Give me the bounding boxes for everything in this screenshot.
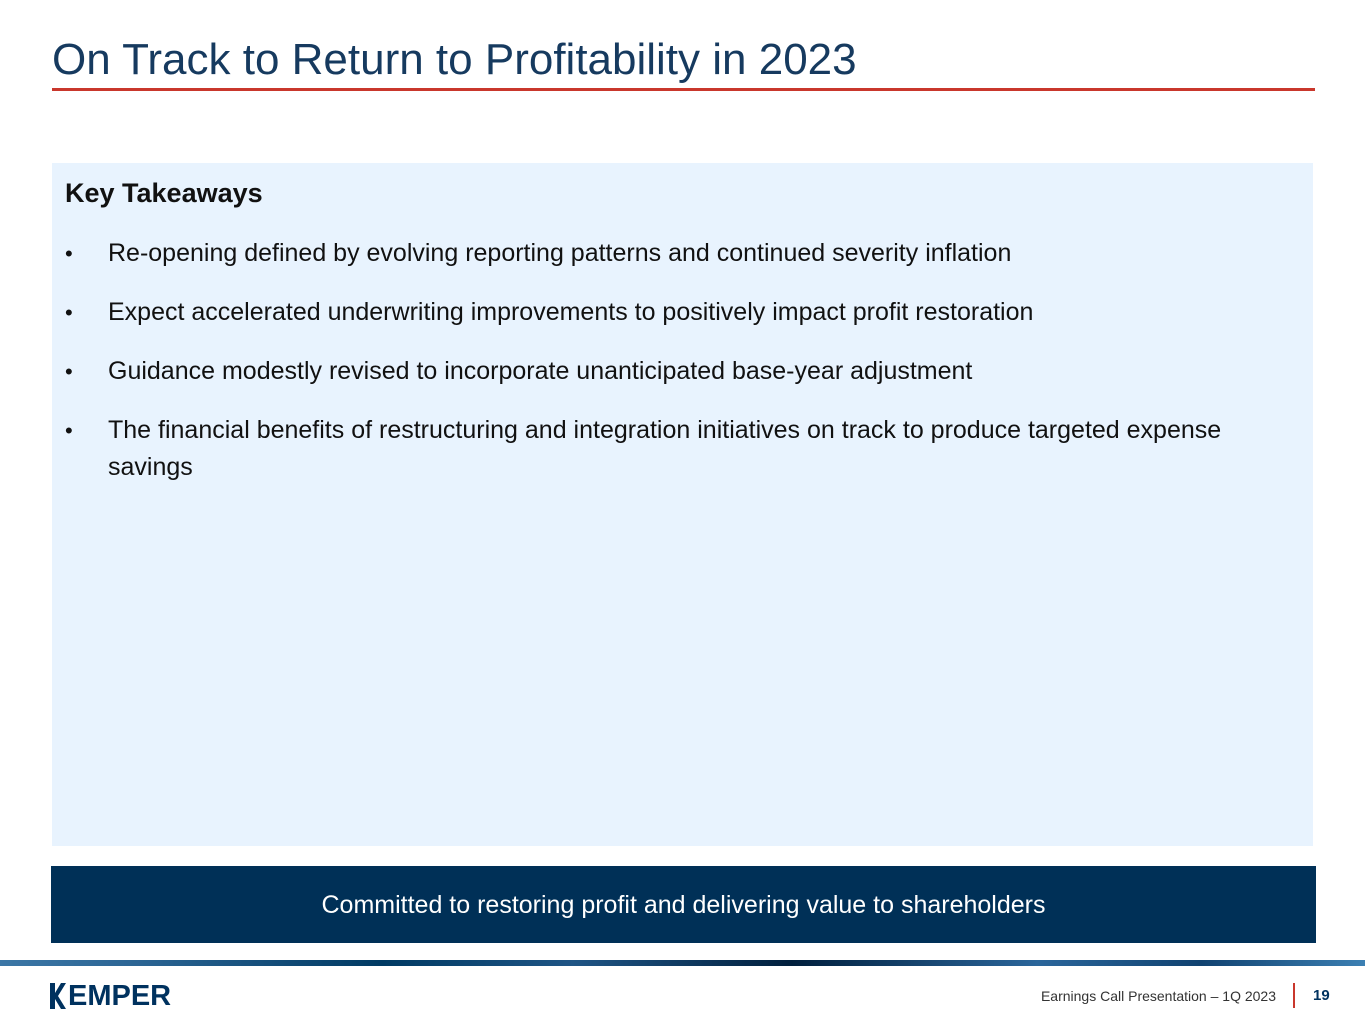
takeaway-item: • Re-opening defined by evolving reporti…	[65, 235, 1280, 272]
takeaway-text: Re-opening defined by evolving reporting…	[108, 239, 1012, 267]
slide-title: On Track to Return to Profitability in 2…	[52, 35, 857, 84]
bullet-icon: •	[65, 418, 73, 443]
kemper-k-mark-icon	[50, 983, 66, 1009]
bullet-icon: •	[65, 359, 73, 384]
key-takeaways-heading: Key Takeaways	[65, 178, 263, 208]
footer-caption: Earnings Call Presentation – 1Q 2023	[1040, 988, 1276, 1004]
footer-divider	[1293, 983, 1295, 1008]
logo-wordmark: EMPER	[68, 980, 172, 1012]
takeaway-item: • Expect accelerated underwriting improv…	[65, 294, 1280, 331]
takeaway-item: • Guidance modestly revised to incorpora…	[65, 353, 1280, 390]
takeaway-text: Guidance modestly revised to incorporate…	[108, 357, 973, 385]
bullet-icon: •	[65, 300, 73, 325]
takeaway-item: • The financial benefits of restructurin…	[65, 412, 1280, 486]
takeaway-text: Expect accelerated underwriting improvem…	[108, 298, 1034, 326]
page-number: 19	[1313, 987, 1330, 1004]
bullet-icon: •	[65, 241, 73, 266]
title-underline	[52, 88, 1315, 91]
summary-banner: Committed to restoring profit and delive…	[51, 866, 1316, 943]
takeaways-list: • Re-opening defined by evolving reporti…	[65, 235, 1280, 508]
footer-stripe	[0, 960, 1365, 966]
key-takeaways-panel: Key Takeaways • Re-opening defined by ev…	[52, 163, 1313, 846]
banner-text: Committed to restoring profit and delive…	[321, 890, 1046, 919]
kemper-logo: EMPER	[50, 980, 171, 1012]
takeaway-text: The financial benefits of restructuring …	[108, 416, 1222, 481]
